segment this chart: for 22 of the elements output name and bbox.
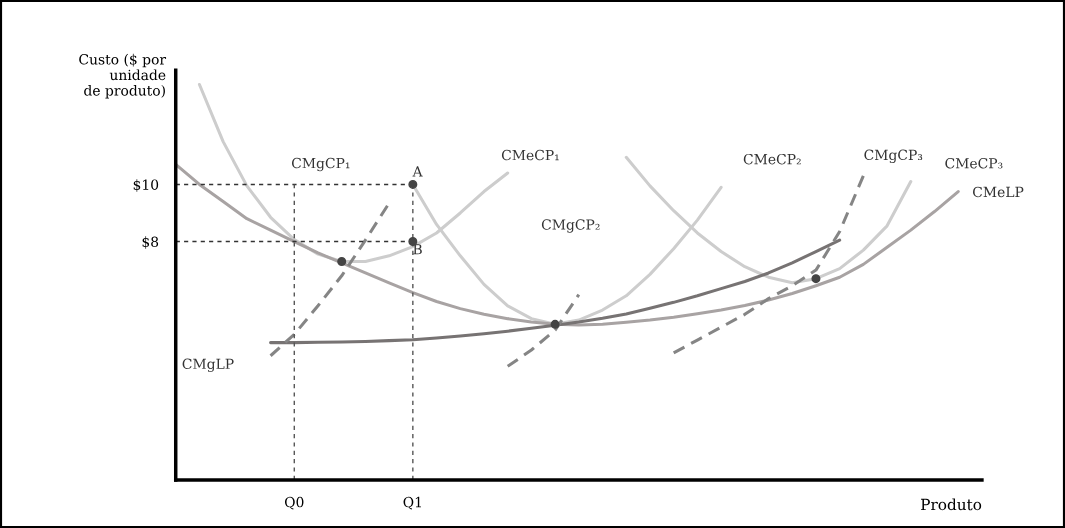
annotation: CMgCP₂ — [541, 219, 600, 233]
annotation: CMeCP₂ — [743, 153, 801, 165]
y-tick-label: $8 — [142, 236, 159, 249]
line-series — [672, 174, 865, 355]
annotation: CMgCP₃ — [864, 149, 923, 163]
line-series — [506, 293, 581, 368]
y-axis-title: Custo ($ por unidade de produto) — [79, 53, 167, 99]
x-tick-label: Q0 — [284, 496, 304, 510]
annotation: A — [412, 166, 423, 177]
line-series — [269, 238, 842, 345]
point — [811, 274, 821, 284]
x-tick-label: Q1 — [403, 496, 421, 510]
point — [550, 319, 560, 329]
annotation: CMeCP₁ — [501, 149, 559, 161]
annotation: CMgLP — [182, 358, 234, 372]
annotation: CMeLP — [973, 186, 1024, 198]
y-tick-label: $10 — [133, 179, 159, 192]
point — [337, 257, 347, 267]
x-axis-title: Produto — [921, 498, 982, 511]
annotation: CMeCP₃ — [945, 157, 1003, 169]
annotation: CMgCP₁ — [291, 157, 350, 172]
point — [408, 179, 418, 189]
